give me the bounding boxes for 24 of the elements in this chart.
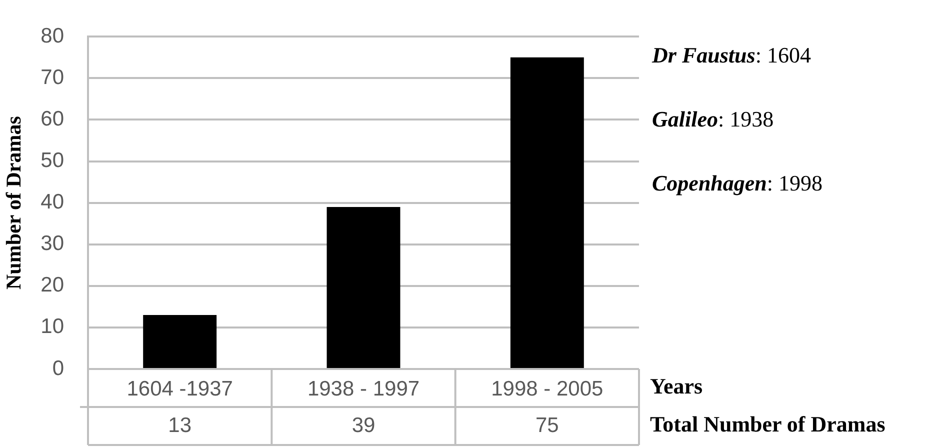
text: Copenhagen: 1998 (652, 170, 823, 196)
x-tick-label: 1998 - 2005 (491, 377, 604, 400)
y-tick-label: 30 (40, 232, 64, 256)
bar (326, 206, 400, 368)
y-tick-label: 60 (40, 107, 64, 130)
y-tick-label: 80 (40, 24, 64, 48)
x-tick-label: 1938 - 1997 (307, 377, 420, 400)
text: Dr Faustus: 1604 (651, 42, 811, 68)
text: Total Number of Dramas (650, 412, 886, 437)
data-label: 75 (535, 414, 559, 437)
y-tick-label: 0 (52, 356, 64, 380)
bar (143, 314, 217, 368)
y-tick-label: 10 (40, 315, 64, 338)
y-tick-label: 40 (40, 190, 64, 214)
x-axis-title: Years (650, 374, 703, 399)
y-axis-title: Number of Dramas (1, 116, 26, 290)
text: Galileo: 1938 (652, 106, 774, 132)
y-tick-label: 20 (40, 274, 64, 297)
x-tick-label: 1604 -1937 (126, 377, 233, 400)
data-label: 39 (352, 414, 376, 437)
y-tick-label: 70 (40, 66, 64, 89)
data-label: 13 (168, 414, 192, 437)
bar (510, 57, 584, 368)
y-tick-label: 50 (40, 149, 64, 172)
